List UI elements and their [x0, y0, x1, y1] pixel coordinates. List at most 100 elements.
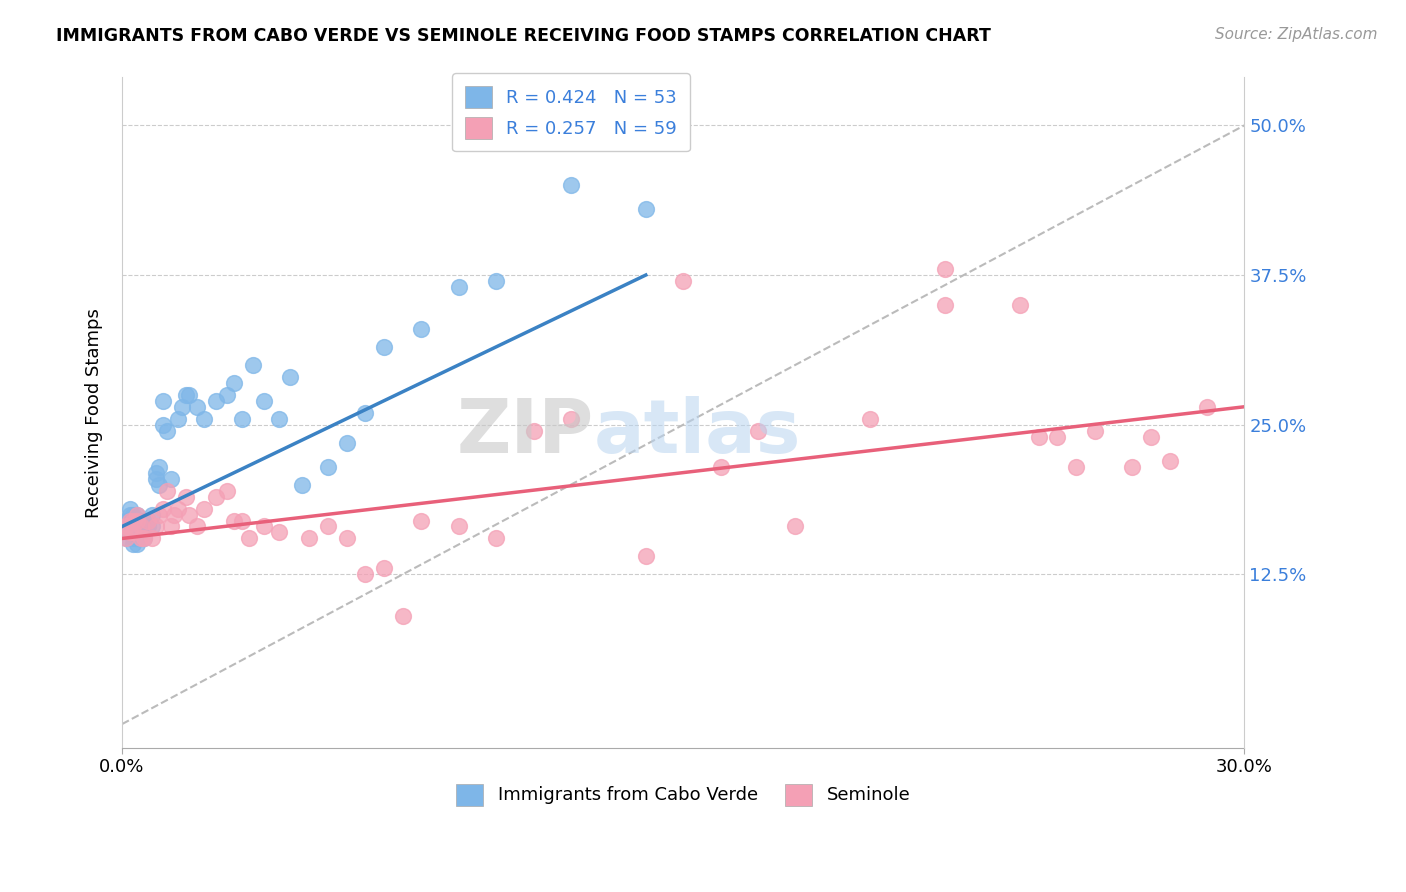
Point: [136, 514, 159, 528]
Legend: Immigrants from Cabo Verde, Seminole: Immigrants from Cabo Verde, Seminole: [449, 776, 918, 813]
Point: [179, 388, 201, 402]
Point: [134, 532, 156, 546]
Point: [186, 519, 208, 533]
Point: [174, 388, 197, 402]
Point: [269, 525, 291, 540]
Point: [1064, 459, 1087, 474]
Point: [159, 519, 181, 533]
Point: [129, 519, 152, 533]
Point: [411, 514, 433, 528]
Point: [141, 508, 163, 522]
Point: [710, 459, 733, 474]
Point: [1140, 430, 1163, 444]
Point: [253, 519, 276, 533]
Point: [118, 525, 141, 540]
Point: [174, 490, 197, 504]
Point: [156, 424, 179, 438]
Point: [125, 514, 148, 528]
Point: [145, 519, 167, 533]
Point: [186, 400, 208, 414]
Point: [204, 490, 226, 504]
Point: [114, 519, 136, 533]
Point: [411, 322, 433, 336]
Text: atlas: atlas: [593, 396, 801, 469]
Point: [785, 519, 807, 533]
Point: [204, 393, 226, 408]
Point: [298, 532, 321, 546]
Point: [634, 202, 657, 216]
Point: [747, 424, 769, 438]
Point: [141, 532, 163, 546]
Text: Source: ZipAtlas.com: Source: ZipAtlas.com: [1215, 27, 1378, 42]
Point: [447, 280, 470, 294]
Point: [291, 477, 314, 491]
Point: [391, 609, 413, 624]
Point: [224, 514, 246, 528]
Point: [634, 549, 657, 564]
Point: [129, 514, 152, 528]
Point: [354, 567, 377, 582]
Point: [163, 508, 186, 522]
Point: [373, 340, 395, 354]
Point: [145, 472, 167, 486]
Point: [447, 519, 470, 533]
Point: [114, 514, 136, 528]
Point: [1008, 298, 1031, 312]
Point: [134, 514, 156, 528]
Point: [152, 417, 174, 432]
Point: [122, 532, 145, 546]
Point: [859, 411, 882, 425]
Point: [523, 424, 546, 438]
Point: [269, 411, 291, 425]
Point: [316, 519, 339, 533]
Point: [136, 514, 159, 528]
Point: [560, 178, 582, 193]
Point: [159, 472, 181, 486]
Text: ZIP: ZIP: [456, 396, 593, 469]
Point: [122, 537, 145, 551]
Point: [170, 400, 193, 414]
Text: IMMIGRANTS FROM CABO VERDE VS SEMINOLE RECEIVING FOOD STAMPS CORRELATION CHART: IMMIGRANTS FROM CABO VERDE VS SEMINOLE R…: [56, 27, 991, 45]
Point: [224, 376, 246, 390]
Point: [238, 532, 260, 546]
Point: [118, 514, 141, 528]
Point: [335, 532, 357, 546]
Point: [242, 358, 264, 372]
Point: [152, 393, 174, 408]
Point: [148, 459, 170, 474]
Point: [934, 298, 956, 312]
Point: [215, 388, 238, 402]
Point: [1046, 430, 1069, 444]
Point: [1121, 459, 1143, 474]
Point: [1028, 430, 1050, 444]
Point: [114, 519, 136, 533]
Point: [193, 411, 215, 425]
Point: [373, 561, 395, 575]
Point: [335, 435, 357, 450]
Point: [125, 532, 148, 546]
Point: [152, 501, 174, 516]
Point: [129, 519, 152, 533]
Point: [167, 411, 190, 425]
Point: [280, 369, 302, 384]
Point: [129, 532, 152, 546]
Point: [1084, 424, 1107, 438]
Point: [934, 262, 956, 277]
Point: [122, 514, 145, 528]
Point: [193, 501, 215, 516]
Point: [125, 508, 148, 522]
Point: [134, 532, 156, 546]
Point: [1195, 400, 1218, 414]
Point: [136, 519, 159, 533]
Point: [156, 483, 179, 498]
Point: [253, 393, 276, 408]
Point: [122, 508, 145, 522]
Point: [125, 508, 148, 522]
Point: [672, 274, 695, 288]
Point: [141, 519, 163, 533]
Point: [125, 537, 148, 551]
Point: [485, 274, 508, 288]
Point: [148, 477, 170, 491]
Point: [114, 532, 136, 546]
Point: [231, 411, 253, 425]
